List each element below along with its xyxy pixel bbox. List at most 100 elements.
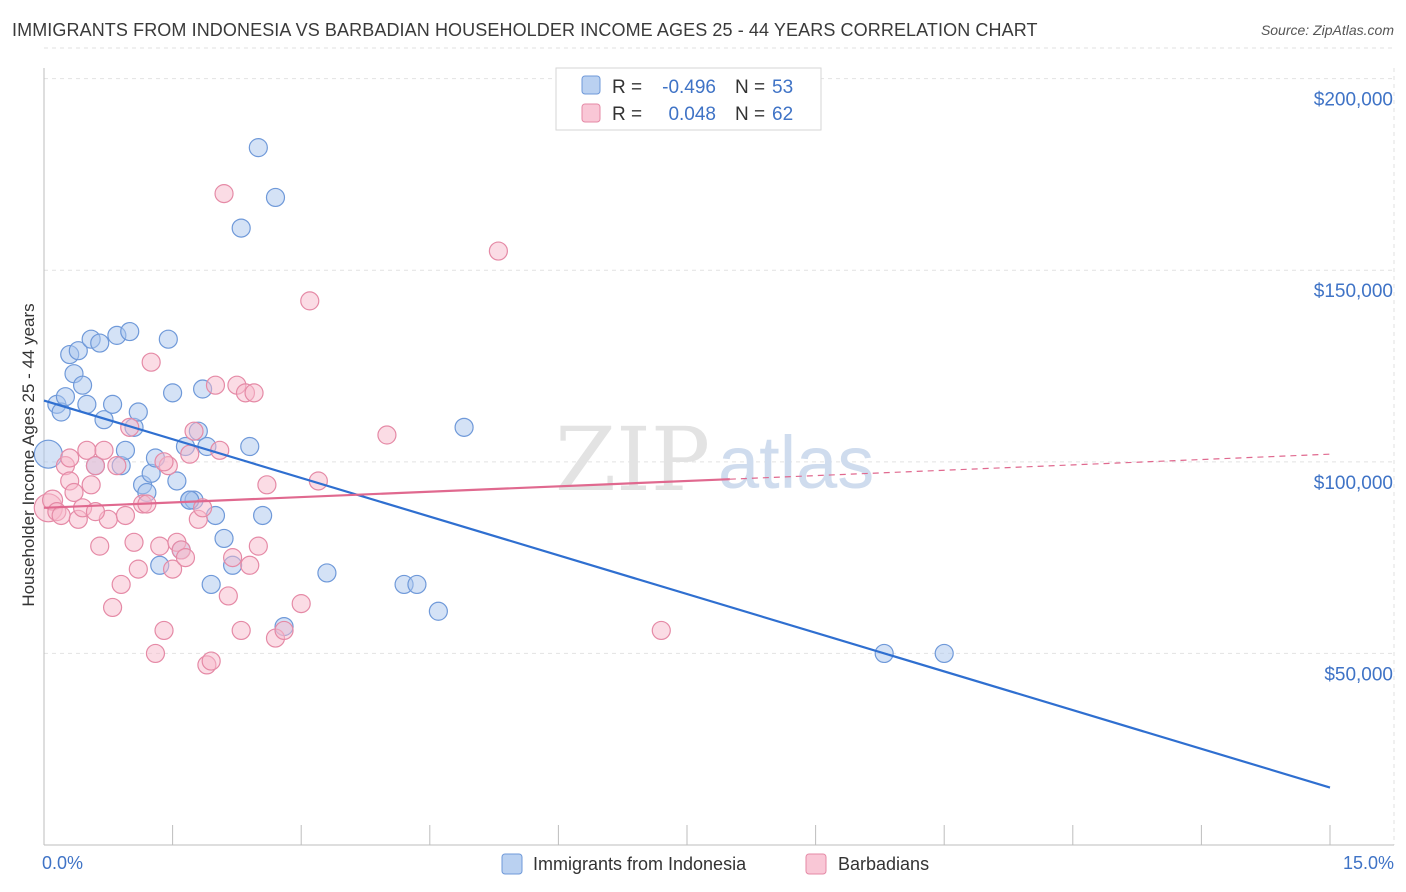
point-indonesia	[55, 387, 76, 407]
legend-n-label: N =	[735, 77, 765, 98]
point-barbadians	[291, 594, 311, 614]
point-barbadians	[154, 620, 174, 641]
series-legend-label-barbadians: Barbadians	[838, 854, 929, 874]
point-barbadians	[210, 440, 230, 460]
point-barbadians	[175, 548, 196, 568]
point-barbadians	[231, 620, 251, 641]
point-indonesia	[265, 187, 286, 208]
point-indonesia	[72, 375, 93, 395]
series-legend-swatch-indonesia	[501, 853, 523, 875]
legend-r-label: R =	[612, 104, 642, 125]
point-barbadians	[64, 482, 84, 503]
point-barbadians	[300, 291, 320, 311]
point-indonesia	[102, 394, 123, 414]
point-barbadians	[488, 241, 508, 261]
point-barbadians	[90, 536, 110, 556]
point-indonesia	[214, 528, 234, 549]
point-indonesia	[231, 218, 251, 238]
point-barbadians	[141, 352, 161, 372]
x-tick-label-left: 0.0%	[42, 853, 83, 873]
scatter-points	[33, 138, 954, 675]
legend-n-label: N =	[735, 104, 765, 125]
point-barbadians	[51, 505, 71, 526]
point-barbadians	[248, 536, 268, 556]
point-indonesia	[240, 436, 260, 457]
point-barbadians	[145, 643, 166, 664]
axes	[43, 68, 1394, 846]
point-barbadians	[244, 383, 264, 403]
point-indonesia	[115, 440, 136, 460]
series-legend-label-indonesia: Immigrants from Indonesia	[533, 854, 747, 874]
point-barbadians	[115, 505, 136, 526]
point-barbadians	[274, 620, 294, 641]
point-indonesia	[158, 329, 178, 349]
stats-legend: R = -0.496 N = 53 R = 0.048 N = 62	[555, 67, 822, 131]
watermark-atlas: atlas	[718, 421, 874, 504]
trendline-barbadians-extension	[729, 453, 1331, 480]
point-barbadians	[94, 440, 114, 460]
point-barbadians	[81, 475, 101, 495]
y-tick-label: $150,000	[1314, 281, 1393, 302]
point-barbadians	[111, 574, 131, 595]
point-indonesia	[120, 321, 140, 342]
point-indonesia	[201, 574, 221, 595]
point-barbadians	[85, 502, 106, 522]
watermark: ZIP atlas	[555, 408, 874, 511]
legend-r-value-indonesia: -0.496	[662, 77, 716, 98]
point-indonesia	[317, 563, 337, 583]
legend-r-value-barbadians: 0.048	[668, 104, 716, 125]
y-tick-label: $200,000	[1314, 90, 1393, 111]
legend-swatch-indonesia	[581, 75, 601, 95]
watermark-zip: ZIP	[555, 408, 710, 511]
y-tick-label: $100,000	[1314, 473, 1393, 494]
point-barbadians	[214, 184, 234, 204]
point-indonesia	[163, 383, 183, 403]
point-barbadians	[193, 498, 213, 518]
trendline-barbadians	[43, 478, 730, 509]
point-barbadians	[184, 421, 204, 441]
point-indonesia	[454, 417, 474, 437]
point-barbadians	[377, 425, 397, 445]
point-indonesia	[253, 505, 273, 526]
point-barbadians	[180, 444, 200, 464]
trendline-indonesia	[43, 399, 1331, 789]
point-indonesia	[248, 138, 268, 158]
legend-swatch-barbadians	[581, 103, 601, 123]
series-legend-swatch-barbadians	[805, 853, 827, 875]
series-legend: Immigrants from Indonesia Barbadians	[501, 853, 929, 875]
y-tick-labels: $50,000 $100,000 $150,000 $200,000	[1314, 90, 1393, 686]
trend-lines	[43, 399, 1331, 789]
point-indonesia	[407, 574, 427, 595]
y-tick-label: $50,000	[1324, 664, 1393, 685]
point-indonesia	[128, 402, 148, 422]
point-barbadians	[201, 651, 221, 671]
point-barbadians	[205, 375, 226, 395]
point-barbadians	[60, 448, 80, 468]
point-barbadians	[102, 597, 123, 618]
legend-n-value-barbadians: 62	[772, 104, 793, 125]
point-indonesia	[428, 601, 448, 621]
x-tick-label-right: 15.0%	[1343, 853, 1394, 873]
point-indonesia	[167, 471, 187, 491]
point-barbadians	[163, 559, 183, 579]
point-barbadians	[107, 456, 127, 476]
point-barbadians	[257, 475, 277, 495]
source-label: Source: ZipAtlas.com	[1260, 22, 1394, 38]
point-barbadians	[128, 559, 148, 579]
chart-title: IMMIGRANTS FROM INDONESIA VS BARBADIAN H…	[12, 20, 1038, 40]
point-indonesia	[934, 643, 954, 664]
point-barbadians	[240, 555, 260, 575]
point-barbadians	[154, 452, 174, 472]
point-barbadians	[223, 548, 243, 568]
point-barbadians	[124, 532, 144, 552]
point-barbadians	[218, 586, 238, 606]
point-indonesia	[68, 341, 88, 361]
point-barbadians	[651, 620, 671, 641]
legend-r-label: R =	[612, 77, 642, 98]
legend-n-value-indonesia: 53	[772, 77, 793, 98]
point-indonesia	[90, 333, 110, 353]
point-barbadians	[85, 456, 106, 476]
y-axis-title: Householder Income Ages 25 - 44 years	[19, 303, 38, 606]
point-barbadians	[150, 536, 170, 556]
